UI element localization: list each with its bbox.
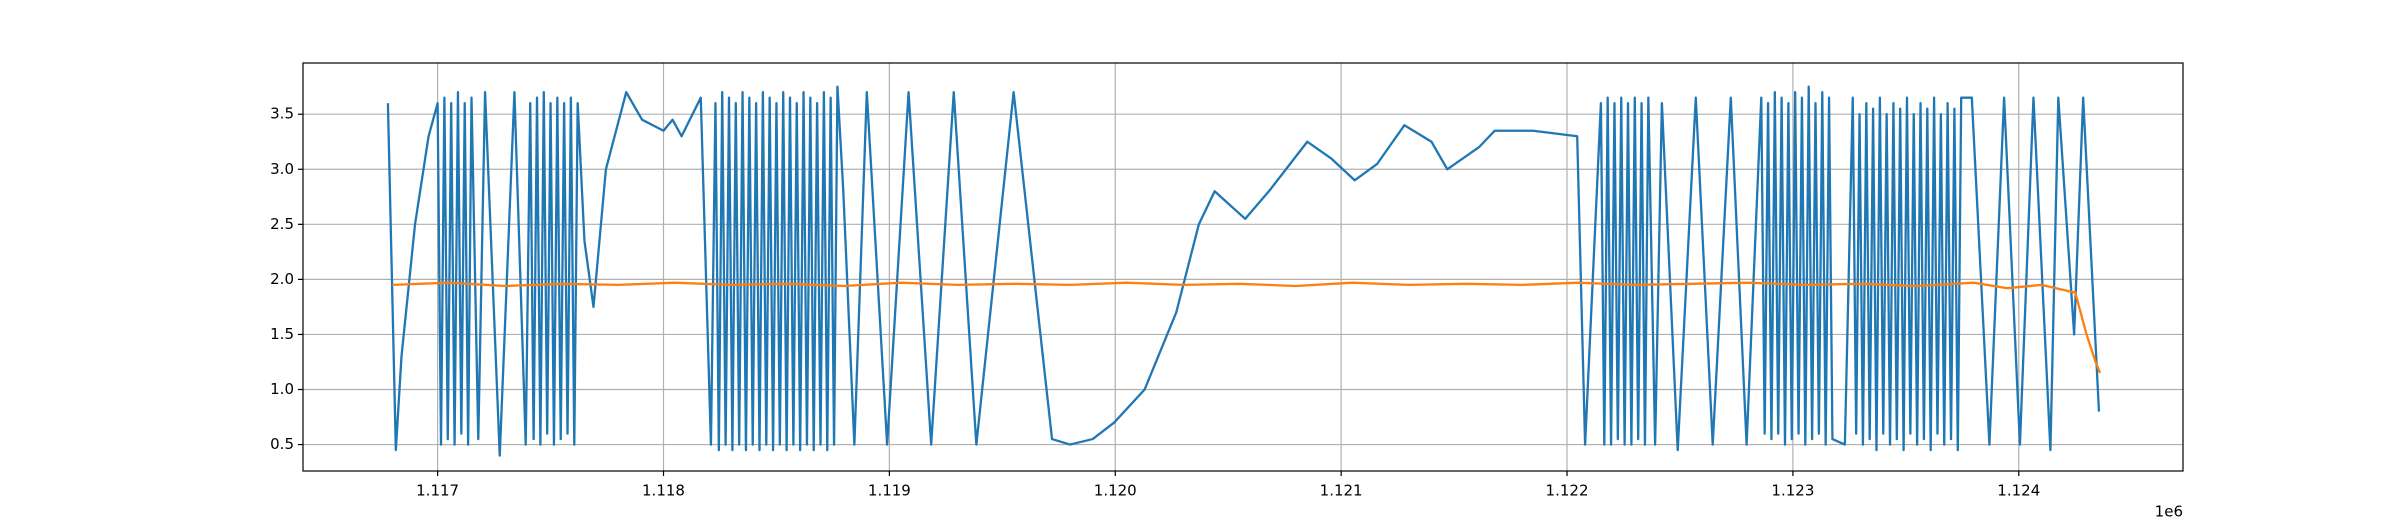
x-tick-label: 1.119 [868, 482, 911, 500]
y-tick-label: 0.5 [270, 435, 294, 453]
x-tick-label: 1.117 [416, 482, 459, 500]
x-tick-label: 1.123 [1771, 482, 1814, 500]
x-offset-label: 1e6 [2155, 503, 2183, 521]
axes-frame [302, 62, 2184, 472]
x-tick-label: 1.118 [642, 482, 685, 500]
plot-layer [386, 85, 2102, 457]
y-tick-label: 1.5 [270, 325, 294, 343]
label-layer: 1.117 1.118 1.119 1.120 1.121 1.122 1.123 1.124… [270, 105, 2040, 500]
x-tick-label: 1.122 [1546, 482, 1589, 500]
y-tick-label: 2.5 [270, 215, 294, 233]
data-line [386, 85, 2101, 457]
data-line [392, 281, 2102, 374]
x-tick-label: 1.120 [1094, 482, 1137, 500]
y-tick-label: 2.0 [270, 270, 294, 288]
y-tick-label: 3.0 [270, 160, 294, 178]
x-tick-label: 1.121 [1320, 482, 1363, 500]
x-tick-label: 1.124 [1997, 482, 2040, 500]
y-tick-label: 1.0 [270, 380, 294, 398]
y-tick-label: 3.5 [270, 105, 294, 123]
